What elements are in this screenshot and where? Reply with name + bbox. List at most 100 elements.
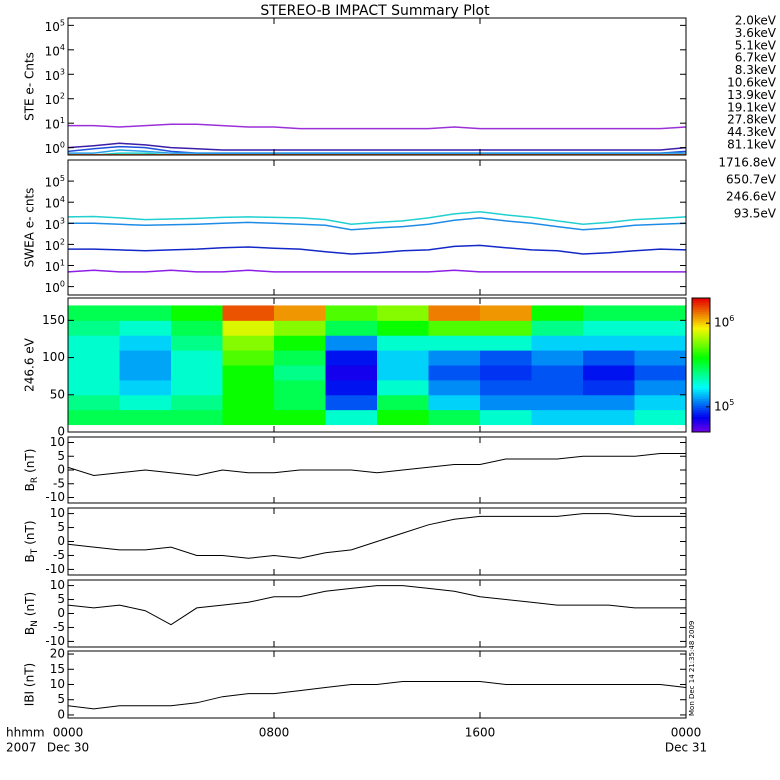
legend-entry: 81.1keV [727, 138, 777, 152]
colorbar-step [692, 324, 710, 328]
colorbar-step [692, 302, 710, 306]
colorbar-step [692, 344, 710, 348]
y-label-unit: (nT) [23, 592, 37, 616]
y-tick-label: 0 [57, 707, 65, 721]
legend-entry: 2.0keV [735, 14, 777, 28]
colorbar-step [692, 394, 710, 397]
heatmap-cell [428, 409, 481, 426]
y-axis-label: BN (nT) [23, 592, 40, 635]
colorbar-step [692, 315, 710, 319]
heatmap-cell [583, 335, 635, 351]
heatmap-cell [119, 350, 172, 366]
legend-entry: 10.6keV [727, 76, 777, 90]
heatmap-cell [274, 409, 326, 426]
heatmap-cell [583, 365, 635, 381]
heatmap-cell [222, 365, 275, 381]
heatmap-cell [583, 305, 635, 321]
y-label-sub: N [30, 620, 40, 627]
heatmap-cell [325, 365, 378, 381]
heatmap-cell [634, 365, 686, 381]
colorbar-step [692, 365, 710, 368]
heatmap-cell [325, 320, 378, 336]
colorbar-step [692, 360, 710, 364]
y-tick-label: 0 [57, 606, 65, 620]
heatmap-cell [171, 350, 223, 366]
y-tick-label: 15 [50, 662, 65, 676]
colorbar-step [692, 356, 710, 359]
colorbar-step [692, 320, 710, 324]
y-axis-label: SWEA e- cnts [23, 188, 37, 268]
heatmap-cell [634, 320, 686, 336]
timestamp: Mon Dec 14 21:35:48 2009 [688, 621, 696, 716]
colorbar-step [692, 385, 710, 388]
heatmap-cell [274, 394, 326, 411]
colorbar-step [692, 349, 710, 353]
x-tick-label: 1600 [465, 726, 496, 740]
heatmap-cell [531, 305, 584, 321]
panel-marks [68, 123, 686, 155]
y-tick-label: 5 [57, 449, 65, 463]
y-tick-label: 5 [57, 520, 65, 534]
y-tick-label: 5 [57, 592, 65, 606]
colorbar-step [692, 398, 710, 402]
y-tick-label: 103 [45, 67, 65, 83]
colorbar-step [692, 407, 710, 411]
colorbar-step [692, 322, 710, 326]
heatmap-cell [377, 335, 429, 351]
heatmap-cell [634, 409, 686, 426]
x-date-label: Dec 31 [665, 741, 707, 755]
colorbar-step [692, 411, 710, 415]
series-line [68, 211, 686, 226]
colorbar-step [692, 389, 710, 393]
colorbar-step [692, 306, 710, 310]
y-axis-label: BR (nT) [23, 449, 40, 492]
y-label-sub: R [30, 477, 40, 483]
series-line [68, 244, 686, 255]
heatmap-cell [222, 305, 275, 321]
y-axis-label: 246.6 eV [23, 337, 37, 392]
y-tick-label: 10 [50, 506, 65, 520]
y-label-symbol: B [23, 554, 37, 562]
y-tick-label: 106 [714, 314, 734, 330]
y-axis-label: BT (nT) [23, 520, 40, 562]
heatmap-cell [119, 394, 172, 411]
tick-power: 4 [60, 42, 65, 51]
y-tick-label: -10 [45, 562, 65, 576]
panel-marks [68, 305, 686, 426]
panel-frame [67, 436, 687, 504]
y-tick-label: 101 [45, 258, 65, 274]
y-tick-label: 102 [45, 91, 65, 107]
colorbar-step [692, 396, 710, 399]
series-line [68, 217, 686, 231]
heatmap-cell [428, 320, 481, 336]
colorbar-step [692, 300, 710, 303]
heatmap-cell [428, 350, 481, 366]
heatmap-cell [119, 320, 172, 336]
colorbar-step [692, 409, 710, 413]
heatmap-cell [68, 409, 120, 426]
y-label-sub: T [30, 548, 40, 555]
y-tick-label: 10 [50, 435, 65, 449]
heatmap-cell [531, 394, 584, 411]
heatmap-cell [480, 305, 532, 321]
y-tick-label: 105 [714, 397, 734, 413]
colorbar-step [692, 329, 710, 332]
heatmap-cell [274, 305, 326, 321]
y-tick-label: 104 [45, 42, 65, 58]
y-tick-label: 5 [57, 692, 65, 706]
series-line [68, 142, 686, 151]
colorbar-step [692, 380, 710, 384]
heatmap-cell [119, 305, 172, 321]
series-line [68, 149, 686, 154]
heatmap-cell [634, 350, 686, 366]
y-label-symbol: B [23, 627, 37, 635]
heatmap-cell [583, 379, 635, 396]
heatmap-cell [171, 320, 223, 336]
heatmap-cell [377, 320, 429, 336]
x-tick-label: 0000 [671, 726, 702, 740]
y-axis-label: IBI (nT) [23, 663, 37, 706]
heatmap-cell [531, 365, 584, 381]
heatmap-cell [274, 320, 326, 336]
panel-marks [68, 585, 686, 626]
heatmap-cell [68, 394, 120, 411]
